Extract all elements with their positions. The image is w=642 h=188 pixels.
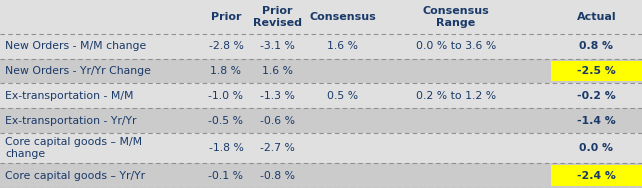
Bar <box>551 61 642 81</box>
Text: 1.8 %: 1.8 % <box>211 66 241 76</box>
Text: -2.8 %: -2.8 % <box>209 41 243 51</box>
Text: -1.3 %: -1.3 % <box>260 91 295 101</box>
Bar <box>0 83 642 108</box>
Text: -1.0 %: -1.0 % <box>209 91 243 101</box>
Text: -1.8 %: -1.8 % <box>209 143 243 153</box>
Text: 0.0 %: 0.0 % <box>580 143 613 153</box>
Text: Prior
Revised: Prior Revised <box>253 6 302 28</box>
Text: 0.0 % to 3.6 %: 0.0 % to 3.6 % <box>416 41 496 51</box>
Text: Prior: Prior <box>211 12 241 22</box>
Bar <box>0 58 642 83</box>
Text: 0.5 %: 0.5 % <box>327 91 358 101</box>
Text: Ex-transportation - Yr/Yr: Ex-transportation - Yr/Yr <box>5 116 137 126</box>
Text: New Orders - Yr/Yr Change: New Orders - Yr/Yr Change <box>5 66 151 76</box>
Text: Consensus: Consensus <box>309 12 376 22</box>
Text: 1.6 %: 1.6 % <box>262 66 293 76</box>
Text: Consensus
Range: Consensus Range <box>422 6 489 28</box>
Text: 0.8 %: 0.8 % <box>580 41 613 51</box>
Text: Ex-transportation - M/M: Ex-transportation - M/M <box>5 91 134 101</box>
Text: -3.1 %: -3.1 % <box>260 41 295 51</box>
Text: -0.8 %: -0.8 % <box>260 171 295 180</box>
Text: 1.6 %: 1.6 % <box>327 41 358 51</box>
Bar <box>0 108 642 133</box>
Bar <box>0 0 642 34</box>
Text: Core capital goods – Yr/Yr: Core capital goods – Yr/Yr <box>5 171 145 180</box>
Text: -0.2 %: -0.2 % <box>577 91 616 101</box>
Bar <box>0 163 642 188</box>
Text: 0.2 % to 1.2 %: 0.2 % to 1.2 % <box>416 91 496 101</box>
Bar <box>0 34 642 58</box>
Text: Actual: Actual <box>577 12 617 22</box>
Bar <box>551 165 642 186</box>
Text: -0.5 %: -0.5 % <box>209 116 243 126</box>
Text: -2.4 %: -2.4 % <box>577 171 616 180</box>
Text: -0.1 %: -0.1 % <box>209 171 243 180</box>
Text: New Orders - M/M change: New Orders - M/M change <box>5 41 146 51</box>
Bar <box>0 133 642 163</box>
Text: Core capital goods – M/M
change: Core capital goods – M/M change <box>5 137 143 159</box>
Text: -2.5 %: -2.5 % <box>577 66 616 76</box>
Text: -0.6 %: -0.6 % <box>260 116 295 126</box>
Text: -2.7 %: -2.7 % <box>260 143 295 153</box>
Text: -1.4 %: -1.4 % <box>577 116 616 126</box>
